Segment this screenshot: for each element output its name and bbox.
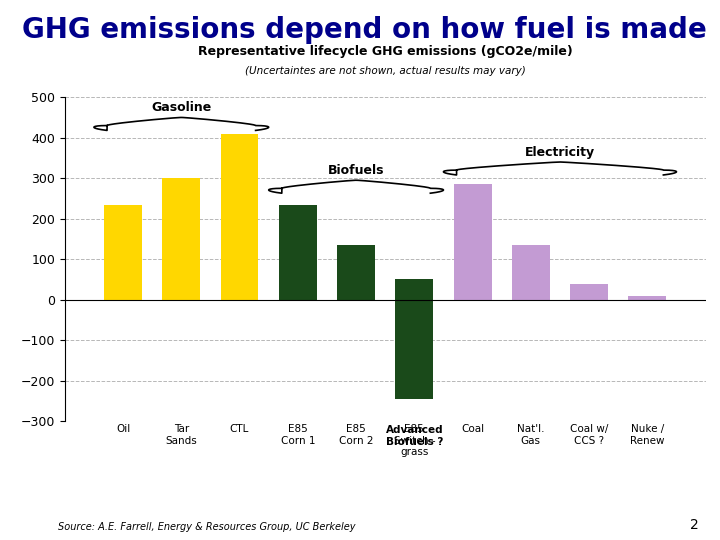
Bar <box>279 205 317 300</box>
Text: Gasoline: Gasoline <box>151 101 212 114</box>
Text: Representative lifecycle GHG emissions (gCO2e/mile): Representative lifecycle GHG emissions (… <box>198 45 572 58</box>
Bar <box>163 178 200 300</box>
Bar <box>512 245 550 300</box>
Bar <box>220 133 258 300</box>
Text: Advanced
Biofuels ?: Advanced Biofuels ? <box>385 426 443 447</box>
Text: (Uncertaintes are not shown, actual results may vary): (Uncertaintes are not shown, actual resu… <box>245 66 526 76</box>
Bar <box>104 205 142 300</box>
Bar <box>395 300 433 399</box>
Bar <box>337 245 375 300</box>
Text: Electricity: Electricity <box>525 146 595 159</box>
Bar <box>395 280 433 300</box>
Text: Source: A.E. Farrell, Energy & Resources Group, UC Berkeley: Source: A.E. Farrell, Energy & Resources… <box>58 522 355 532</box>
Text: Biofuels: Biofuels <box>328 164 384 177</box>
Bar <box>454 184 492 300</box>
Text: GHG emissions depend on how fuel is made: GHG emissions depend on how fuel is made <box>22 16 706 44</box>
Bar <box>629 296 666 300</box>
Text: 2: 2 <box>690 518 698 532</box>
Bar <box>570 284 608 300</box>
